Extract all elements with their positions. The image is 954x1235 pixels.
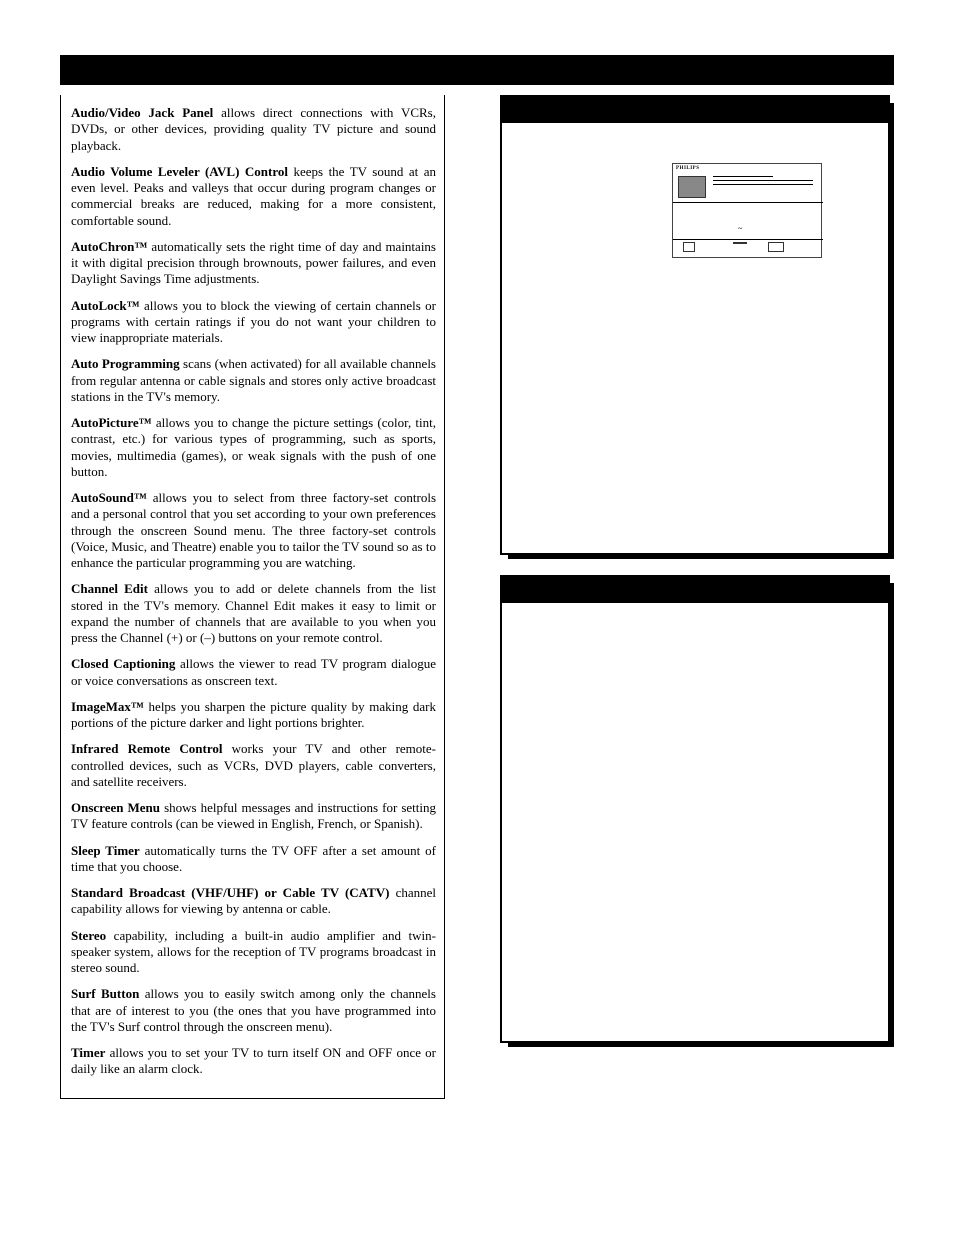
thumb-glyph: ~: [738, 224, 742, 233]
info-box-2-header: [502, 577, 888, 603]
feature-title: Auto Programming: [71, 356, 180, 371]
thumb-divider: [673, 202, 823, 203]
feature-title: Infrared Remote Control: [71, 741, 222, 756]
feature-title: AutoLock™: [71, 298, 140, 313]
feature-body: capability, including a built-in audio a…: [71, 928, 436, 976]
feature-item: AutoPicture™ allows you to change the pi…: [71, 415, 436, 480]
feature-title: Standard Broadcast (VHF/UHF) or Cable TV…: [71, 885, 389, 900]
feature-title: AutoPicture™: [71, 415, 152, 430]
thumbnail-brand: PHILIPS: [676, 166, 700, 171]
feature-title: Channel Edit: [71, 581, 148, 596]
thumb-line: [713, 180, 813, 181]
quick-guide-thumbnail: PHILIPS ~: [672, 163, 822, 258]
tv-icon: [678, 176, 706, 198]
feature-body: allows you to set your TV to turn itself…: [71, 1045, 436, 1076]
feature-title: Closed Captioning: [71, 656, 175, 671]
feature-item: Infrared Remote Control works your TV an…: [71, 741, 436, 790]
thumb-line: [713, 176, 773, 177]
feature-item: AutoLock™ allows you to block the viewin…: [71, 298, 436, 347]
thumb-divider: [673, 239, 823, 240]
feature-item: Channel Edit allows you to add or delete…: [71, 581, 436, 646]
feature-title: Surf Button: [71, 986, 139, 1001]
feature-title: ImageMax™: [71, 699, 144, 714]
feature-item: AutoChron™ automatically sets the right …: [71, 239, 436, 288]
features-column: Audio/Video Jack Panel allows direct con…: [60, 95, 445, 1099]
feature-item: Timer allows you to set your TV to turn …: [71, 1045, 436, 1078]
feature-item: Audio/Video Jack Panel allows direct con…: [71, 105, 436, 154]
thumb-icon: [733, 242, 747, 248]
info-box-1: PHILIPS ~: [500, 95, 890, 555]
info-box-1-header: [502, 97, 888, 123]
info-box-2-body: [502, 603, 888, 1041]
feature-item: AutoSound™ allows you to select from thr…: [71, 490, 436, 571]
feature-item: Closed Captioning allows the viewer to r…: [71, 656, 436, 689]
feature-title: Audio/Video Jack Panel: [71, 105, 213, 120]
feature-title: AutoChron™: [71, 239, 147, 254]
info-box-1-body: PHILIPS ~: [502, 123, 888, 553]
content-area: Audio/Video Jack Panel allows direct con…: [60, 95, 894, 1099]
page: Audio/Video Jack Panel allows direct con…: [0, 0, 954, 1235]
feature-item: Audio Volume Leveler (AVL) Control keeps…: [71, 164, 436, 229]
feature-title: Onscreen Menu: [71, 800, 160, 815]
thumb-icon: [768, 242, 784, 252]
feature-item: Sleep Timer automatically turns the TV O…: [71, 843, 436, 876]
feature-item: Auto Programming scans (when activated) …: [71, 356, 436, 405]
feature-item: ImageMax™ helps you sharpen the picture …: [71, 699, 436, 732]
feature-item: Onscreen Menu shows helpful messages and…: [71, 800, 436, 833]
feature-title: Timer: [71, 1045, 105, 1060]
thumb-icon: [683, 242, 695, 252]
feature-item: Surf Button allows you to easily switch …: [71, 986, 436, 1035]
header-bar: [60, 55, 894, 85]
feature-title: Audio Volume Leveler (AVL) Control: [71, 164, 288, 179]
feature-title: Sleep Timer: [71, 843, 140, 858]
feature-item: Standard Broadcast (VHF/UHF) or Cable TV…: [71, 885, 436, 918]
feature-title: Stereo: [71, 928, 106, 943]
feature-item: Stereo capability, including a built-in …: [71, 928, 436, 977]
info-box-2: [500, 575, 890, 1043]
thumb-line: [713, 184, 813, 185]
right-column: PHILIPS ~: [500, 95, 890, 1099]
feature-title: AutoSound™: [71, 490, 147, 505]
